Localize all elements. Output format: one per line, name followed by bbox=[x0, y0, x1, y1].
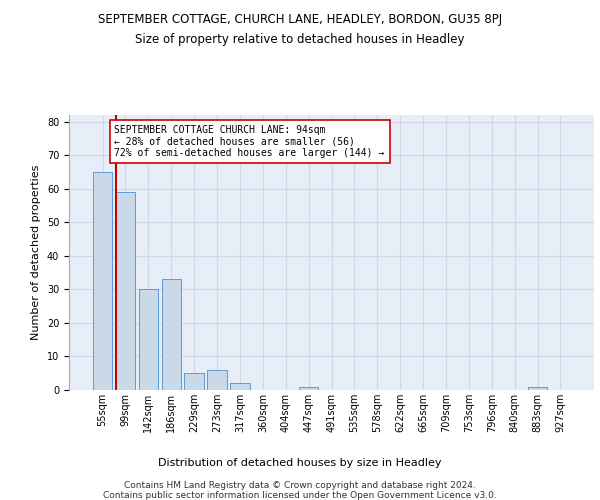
Bar bbox=[116, 192, 135, 390]
Text: Distribution of detached houses by size in Headley: Distribution of detached houses by size … bbox=[158, 458, 442, 468]
Bar bbox=[184, 373, 204, 390]
Text: Contains HM Land Registry data © Crown copyright and database right 2024.: Contains HM Land Registry data © Crown c… bbox=[124, 481, 476, 490]
Bar bbox=[528, 386, 547, 390]
Text: Size of property relative to detached houses in Headley: Size of property relative to detached ho… bbox=[135, 32, 465, 46]
Text: SEPTEMBER COTTAGE CHURCH LANE: 94sqm
← 28% of detached houses are smaller (56)
7: SEPTEMBER COTTAGE CHURCH LANE: 94sqm ← 2… bbox=[115, 125, 385, 158]
Bar bbox=[161, 280, 181, 390]
Bar bbox=[93, 172, 112, 390]
Bar bbox=[230, 384, 250, 390]
Y-axis label: Number of detached properties: Number of detached properties bbox=[31, 165, 41, 340]
Text: SEPTEMBER COTTAGE, CHURCH LANE, HEADLEY, BORDON, GU35 8PJ: SEPTEMBER COTTAGE, CHURCH LANE, HEADLEY,… bbox=[98, 12, 502, 26]
Bar bbox=[139, 290, 158, 390]
Text: Contains public sector information licensed under the Open Government Licence v3: Contains public sector information licen… bbox=[103, 491, 497, 500]
Bar bbox=[299, 386, 319, 390]
Bar bbox=[208, 370, 227, 390]
